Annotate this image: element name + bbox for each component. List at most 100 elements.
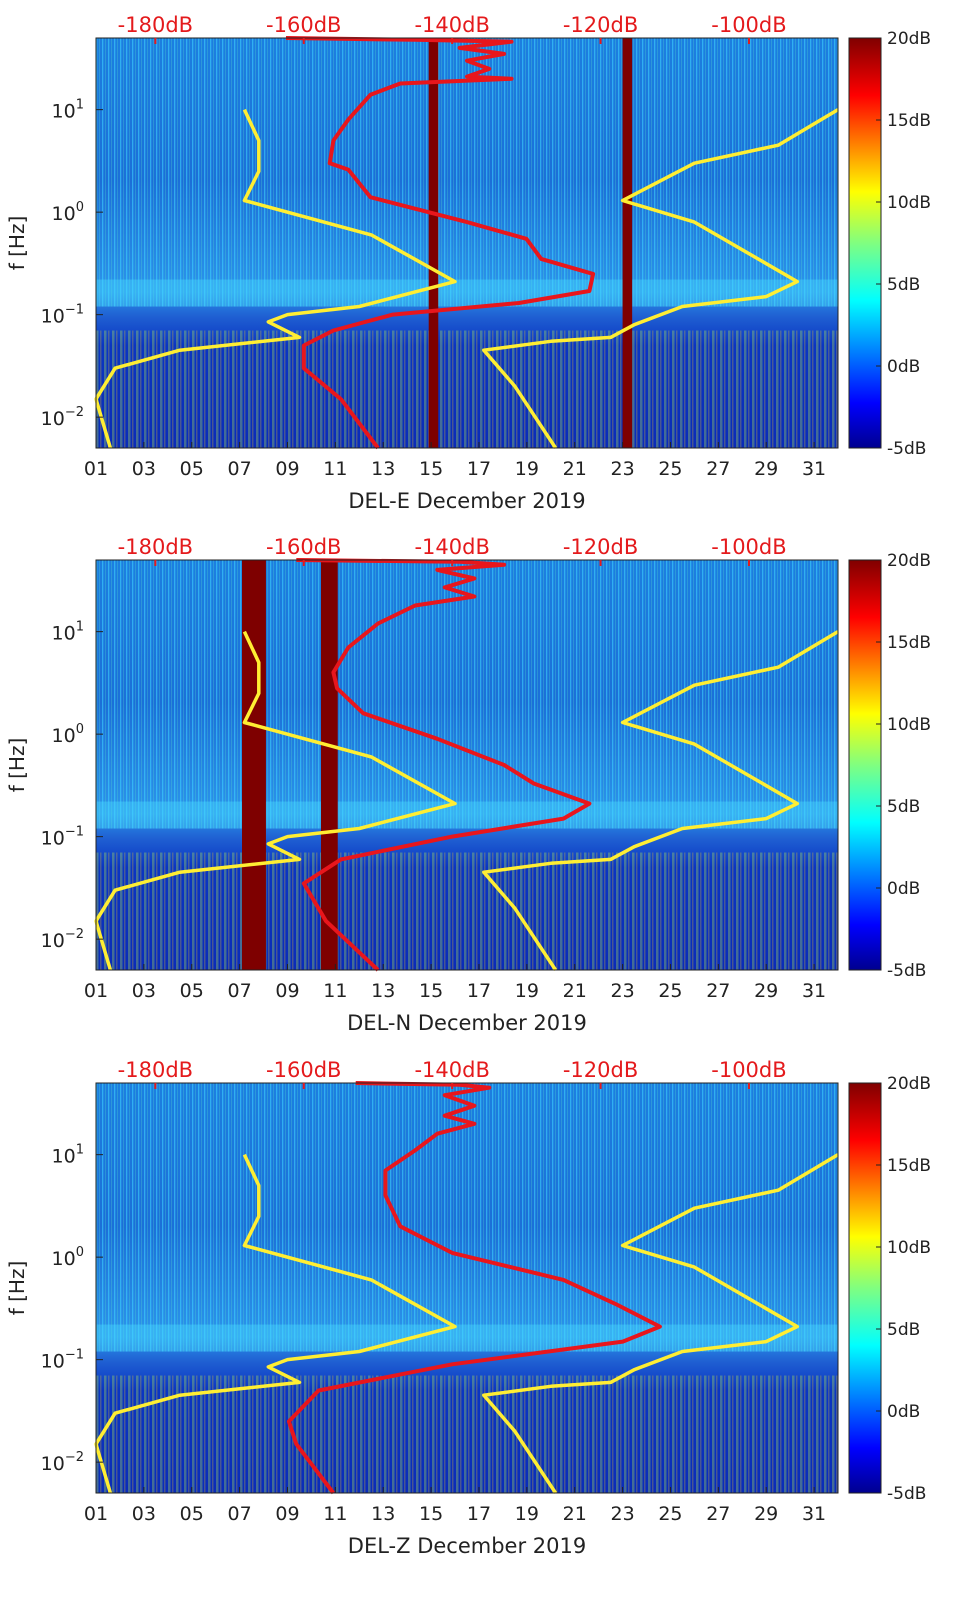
top-axis-db-label: -120dB: [563, 13, 638, 37]
x-tick-label: 19: [515, 1503, 539, 1525]
y-axis-label: f [Hz]: [5, 216, 29, 271]
x-tick-label: 05: [180, 1503, 204, 1525]
x-tick-label: 15: [419, 458, 443, 480]
y-axis-label: f [Hz]: [5, 738, 29, 793]
colorbar-tick-label: 20dB: [887, 551, 931, 571]
red-noise-model-curve: [285, 36, 596, 450]
x-tick-label: 17: [467, 980, 491, 1002]
saturated-column-2: [320, 560, 338, 970]
colorbar-tick-label: 5dB: [887, 275, 920, 295]
spectrogram-texture-high: [96, 38, 838, 307]
x-tick-label: 19: [515, 980, 539, 1002]
y-tick-label: 10−2: [41, 405, 84, 430]
top-axis-db-label: -140dB: [414, 535, 489, 559]
colorbar-tick-label: 0dB: [887, 357, 920, 377]
colorbar-tick-label: 0dB: [887, 879, 920, 899]
y-tick-label: 101: [52, 1143, 84, 1168]
x-tick-label: 27: [706, 980, 730, 1002]
x-axis-label: DEL-N December 2019: [347, 1011, 587, 1035]
top-axis-db-label: -120dB: [563, 1058, 638, 1082]
yellow-noise-model-curve-1: [94, 108, 457, 449]
x-tick-label: 25: [658, 980, 682, 1002]
x-tick-label: 09: [275, 458, 299, 480]
saturated-column-1: [428, 38, 439, 448]
x-tick-label: 07: [228, 458, 252, 480]
top-axis-db-label: -180dB: [118, 1058, 193, 1082]
spectrogram-panel-2: 01 03 05 07 09 11 13 15 17 19 21 23 25 27 29 31 DEL-N De…: [5, 535, 931, 1035]
colorbar-tick-label: 10dB: [887, 715, 931, 735]
spectrogram-texture-low: [96, 1375, 838, 1493]
colorbar-tick-label: 15dB: [887, 111, 931, 131]
spectrogram-texture-low: [96, 330, 838, 448]
yellow-noise-model-curve-2: [482, 630, 839, 971]
yellow-noise-model-curve-2: [482, 1153, 839, 1494]
x-tick-label: 01: [84, 980, 108, 1002]
x-tick-label: 19: [515, 458, 539, 480]
y-tick-label: 100: [52, 722, 84, 747]
x-tick-label: 03: [132, 458, 156, 480]
colorbar: [848, 559, 882, 971]
y-tick-label: 101: [52, 620, 84, 645]
x-tick-label: 21: [563, 980, 587, 1002]
spectrogram-texture-high: [96, 560, 838, 829]
y-tick-label: 101: [52, 98, 84, 123]
top-axis-db-label: -180dB: [118, 535, 193, 559]
y-tick-label: 10−1: [41, 825, 84, 850]
x-tick-label: 27: [706, 458, 730, 480]
x-tick-label: 29: [754, 1503, 778, 1525]
x-tick-label: 29: [754, 980, 778, 1002]
colorbar: [848, 37, 882, 449]
x-tick-label: 01: [84, 458, 108, 480]
x-tick-label: 31: [802, 458, 826, 480]
yellow-noise-model-curve-1: [94, 630, 457, 971]
x-tick-label: 23: [610, 1503, 634, 1525]
top-axis-db-label: -100dB: [711, 13, 786, 37]
x-tick-label: 09: [275, 980, 299, 1002]
x-tick-label: 15: [419, 980, 443, 1002]
plot-frame: [95, 559, 839, 971]
x-tick-label: 31: [802, 980, 826, 1002]
y-tick-label: 10−1: [41, 1348, 84, 1373]
colorbar-tick-label: 10dB: [887, 1238, 931, 1258]
colorbar-tick-label: 5dB: [887, 797, 920, 817]
x-tick-label: 17: [467, 458, 491, 480]
x-tick-label: 11: [323, 458, 347, 480]
top-axis-db-label: -140dB: [414, 13, 489, 37]
x-tick-label: 11: [323, 1503, 347, 1525]
yellow-noise-model-curve-1: [94, 1153, 457, 1494]
top-axis-db-label: -140dB: [414, 1058, 489, 1082]
x-tick-label: 13: [371, 980, 395, 1002]
x-tick-label: 11: [323, 980, 347, 1002]
x-tick-label: 21: [563, 458, 587, 480]
x-tick-label: 25: [658, 1503, 682, 1525]
top-axis-db-label: -160dB: [266, 535, 341, 559]
x-tick-label: 05: [180, 980, 204, 1002]
y-tick-label: 10−1: [41, 303, 84, 328]
x-tick-label: 23: [610, 458, 634, 480]
yellow-noise-model-curve-2: [482, 108, 839, 449]
spectrogram-panel-1: 01 03 05 07 09 11 13 15 17 19 21 23 25 27 29 31 DEL-E De…: [5, 13, 931, 513]
colorbar-tick-label: 0dB: [887, 1402, 920, 1422]
y-tick-label: 100: [52, 1245, 84, 1270]
top-axis-db-label: -120dB: [563, 535, 638, 559]
x-tick-label: 23: [610, 980, 634, 1002]
colorbar-tick-label: 15dB: [887, 633, 931, 653]
top-axis-db-label: -180dB: [118, 13, 193, 37]
colorbar-tick-label: 20dB: [887, 1074, 931, 1094]
x-tick-label: 21: [563, 1503, 587, 1525]
red-noise-model-curve: [296, 558, 592, 972]
top-axis-db-label: -100dB: [711, 535, 786, 559]
colorbar-tick-label: -5dB: [887, 961, 926, 981]
x-tick-label: 13: [371, 1503, 395, 1525]
x-tick-label: 07: [228, 1503, 252, 1525]
top-axis-db-label: -160dB: [266, 13, 341, 37]
colorbar-tick-label: 20dB: [887, 29, 931, 49]
saturated-column-2: [622, 38, 633, 448]
spectrogram-panel-3: 01 03 05 07 09 11 13 15 17 19 21 23 25 27 29 31 DEL-Z De…: [5, 1058, 931, 1558]
x-axis-label: DEL-Z December 2019: [348, 1534, 586, 1558]
x-tick-label: 09: [275, 1503, 299, 1525]
x-tick-label: 17: [467, 1503, 491, 1525]
plot-frame: [95, 1082, 839, 1494]
colorbar: [848, 1082, 882, 1494]
